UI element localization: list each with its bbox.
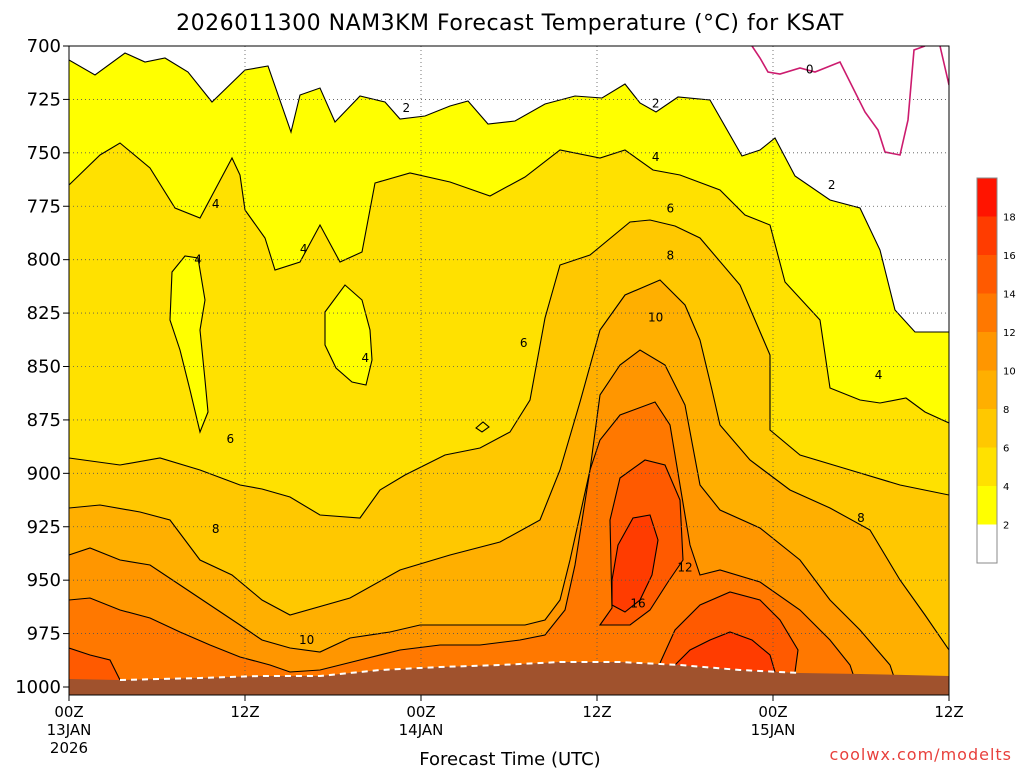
x-tick-label: 12Z — [934, 703, 963, 721]
x-tick-date: 15JAN — [751, 721, 796, 739]
contour-label-8: 8 — [857, 511, 865, 525]
color-legend: 2 4 6 8 10 12 14 16 18 — [976, 177, 1016, 564]
y-tick-label: 850 — [27, 357, 61, 378]
contour-line-12 — [69, 401, 861, 695]
y-tick-label: 950 — [27, 570, 61, 591]
legend-label: 10 — [1003, 367, 1016, 378]
contour-line-4-pocket-2 — [324, 284, 373, 386]
contour-line-16 — [611, 514, 776, 673]
contour-label-4: 4 — [194, 253, 202, 267]
contour-label-8: 8 — [667, 248, 675, 262]
plot-frame — [68, 45, 950, 696]
legend-swatch — [977, 293, 997, 332]
y-tick-label: 725 — [27, 89, 61, 110]
contour-line-4-pocket — [169, 255, 209, 434]
legend-swatch — [977, 255, 997, 294]
legend-swatch — [977, 332, 997, 371]
contour-label-8: 8 — [212, 522, 220, 536]
legend-swatch — [977, 178, 997, 217]
y-tick-label: 800 — [27, 250, 61, 271]
contour-line-6 — [69, 219, 949, 519]
x-tick-label: 12Z — [582, 703, 611, 721]
contour-labels: 0 2 2 2 4 4 4 4 4 4 6 6 6 8 8 8 10 10 12 16 — [194, 63, 882, 647]
legend-label: 2 — [1003, 521, 1009, 532]
legend-swatch — [977, 370, 997, 409]
legend-swatch — [977, 216, 997, 255]
contour-label-0: 0 — [806, 63, 814, 77]
y-tick-label: 925 — [27, 517, 61, 538]
contour-label-4: 4 — [361, 351, 369, 365]
contour-label-12: 12 — [677, 560, 692, 574]
contour-label-2: 2 — [652, 97, 660, 111]
y-axis: 700 725 750 775 800 825 850 875 900 925 950 975 1000 — [15, 36, 69, 698]
temp-band-14 — [69, 460, 798, 695]
contour-label-6: 6 — [227, 432, 235, 446]
contour-label-4: 4 — [300, 242, 308, 256]
legend-label: 16 — [1003, 251, 1016, 262]
contour-line-8 — [69, 279, 949, 651]
contour-label-2: 2 — [403, 101, 411, 115]
contour-line-0 — [751, 46, 949, 156]
legend-swatch — [977, 409, 997, 448]
y-tick-label: 775 — [27, 196, 61, 217]
contour-label-4: 4 — [212, 197, 220, 211]
legend-label: 4 — [1003, 482, 1009, 493]
x-tick-year: 2026 — [50, 739, 88, 757]
y-tick-label: 1000 — [15, 677, 61, 698]
plot-area — [69, 46, 949, 695]
y-tick-label: 750 — [27, 143, 61, 164]
legend-label: 8 — [1003, 405, 1009, 416]
y-tick-label: 875 — [27, 410, 61, 431]
contour-label-6: 6 — [520, 336, 528, 350]
x-tick-label: 12Z — [230, 703, 259, 721]
x-axis-label: Forecast Time (UTC) — [419, 749, 600, 768]
x-tick-label: 00Z — [758, 703, 787, 721]
x-tick-label: 00Z — [54, 703, 83, 721]
terrain-surface — [69, 662, 949, 695]
contour-line-2 — [69, 52, 949, 333]
contour-lines — [69, 52, 949, 695]
temp-band-16 — [612, 515, 775, 672]
x-tick-label: 00Z — [406, 703, 435, 721]
legend-label: 18 — [1003, 213, 1016, 224]
legend-frame — [976, 177, 998, 564]
contour-label-4: 4 — [875, 368, 883, 382]
contour-label-2: 2 — [828, 178, 836, 192]
x-tick-date: 13JAN — [47, 721, 92, 739]
legend-label: 6 — [1003, 444, 1009, 455]
y-tick-label: 975 — [27, 624, 61, 645]
contour-line-4 — [69, 142, 949, 424]
y-tick-label: 700 — [27, 36, 61, 57]
contour-label-10: 10 — [299, 633, 314, 647]
legend-swatch — [977, 524, 997, 563]
contour-label-10: 10 — [648, 310, 663, 324]
grid-lines — [69, 46, 949, 695]
contour-line-6-pocket — [475, 421, 490, 433]
contour-label-16: 16 — [630, 597, 645, 611]
contour-label-4: 4 — [652, 150, 660, 164]
legend-label: 14 — [1003, 290, 1016, 301]
site-credit: coolwx.com/modelts — [830, 745, 1012, 764]
contour-label-6: 6 — [667, 201, 675, 215]
legend-swatch — [977, 486, 997, 525]
y-tick-label: 825 — [27, 303, 61, 324]
legend-swatch — [977, 447, 997, 486]
x-tick-date: 14JAN — [399, 721, 444, 739]
legend-label: 12 — [1003, 328, 1016, 339]
y-tick-label: 900 — [27, 463, 61, 484]
chart-title: 2026011300 NAM3KM Forecast Temperature (… — [176, 11, 844, 36]
contour-line-10 — [69, 349, 901, 695]
